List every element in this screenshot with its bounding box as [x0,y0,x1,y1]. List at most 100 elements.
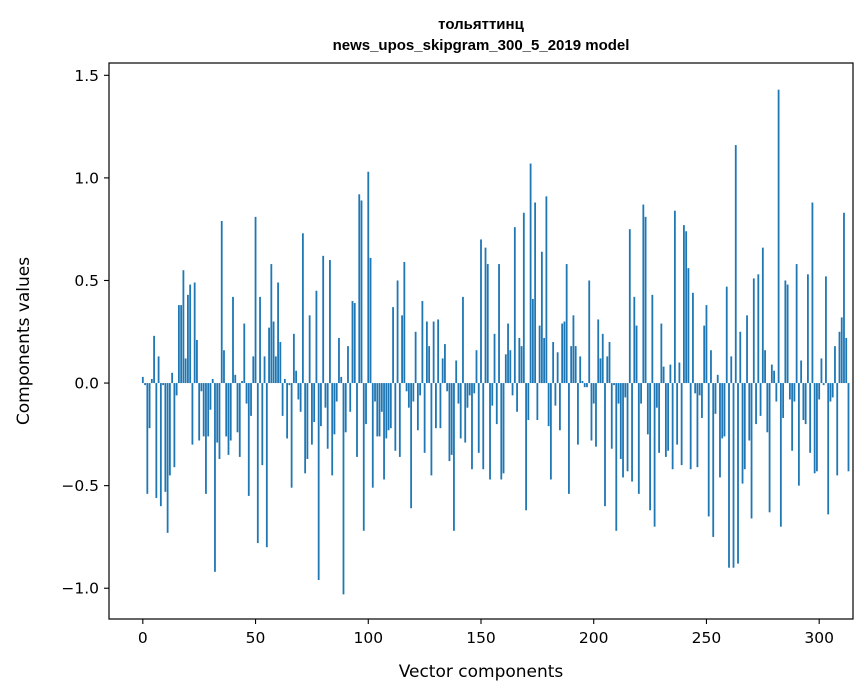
bar-280 [773,370,775,384]
bar-23 [193,282,196,384]
bar-61 [279,342,282,384]
bar-285 [784,280,787,384]
bar-12 [168,383,171,476]
bar-153 [486,264,489,384]
bar-231 [662,366,665,384]
bar-295 [807,274,809,384]
bar-135 [446,383,449,392]
bar-179 [545,196,548,384]
bar-53 [261,383,264,466]
bar-263 [734,145,737,384]
y-tick-label: −0.5 [61,477,99,495]
bar-119 [410,383,413,509]
bar-169 [522,212,525,384]
bar-200 [592,383,595,404]
bar-217 [631,383,633,482]
bar-133 [441,358,444,384]
bar-304 [827,383,830,515]
bar-281 [775,383,778,402]
bar-255 [716,374,719,384]
bar-36 [223,350,225,384]
bar-102 [371,383,374,488]
bar-177 [540,251,543,384]
bar-57 [270,264,273,384]
bar-277 [766,383,769,433]
bar-251 [707,383,710,517]
bar-66 [290,383,293,488]
bar-159 [500,383,503,480]
bar-173 [531,298,534,384]
bar-292 [800,360,803,384]
bar-194 [579,356,582,384]
bar-218 [633,296,636,384]
bar-14 [173,383,176,468]
x-axis-label: Vector components [399,662,564,682]
bar-62 [281,383,284,416]
bar-71 [301,233,304,384]
bar-65 [288,383,291,386]
bar-72 [304,383,307,474]
bar-7 [157,356,160,384]
bar-256 [719,383,721,478]
bar-83 [329,259,331,384]
bar-247 [698,383,701,396]
bar-209 [613,383,615,386]
bar-250 [705,305,708,384]
y-tick-label: −1.0 [61,580,99,598]
bar-183 [554,383,557,406]
bar-96 [358,194,361,384]
bar-254 [714,383,717,414]
bar-30 [209,383,212,410]
bar-69 [297,383,300,400]
bar-90 [344,383,347,433]
bar-45 [243,323,246,384]
bar-3 [148,383,151,429]
bar-308 [836,383,839,476]
bar-42 [236,383,239,433]
bar-293 [802,383,805,420]
bar-289 [793,383,796,402]
bar-39 [229,383,232,441]
bar-94 [353,303,356,384]
bar-148 [475,350,478,384]
bar-88 [340,376,343,384]
bar-28 [205,383,207,494]
bar-9 [162,383,165,386]
bar-215 [626,383,629,472]
bar-206 [606,356,609,384]
bar-33 [216,383,219,443]
bar-283 [779,383,782,527]
bar-197 [586,383,588,388]
bar-192 [574,346,577,384]
bar-311 [843,212,845,384]
bar-303 [825,276,827,384]
bar-98 [362,383,365,531]
bar-147 [473,383,476,394]
bar-11 [166,383,169,533]
bar-157 [495,383,498,425]
bar-171 [527,383,530,420]
bar-253 [712,383,715,537]
bar-79 [320,383,322,427]
bar-5 [153,335,155,384]
bar-18 [182,270,185,384]
bar-305 [829,383,832,402]
bar-105 [378,383,381,437]
bar-274 [759,383,762,416]
bar-284 [782,383,785,418]
bar-235 [671,383,674,470]
bar-121 [414,331,417,384]
bar-114 [398,383,401,457]
bar-226 [651,294,654,384]
bar-297 [811,202,814,384]
bar-92 [349,383,352,412]
bar-207 [608,342,611,384]
bar-190 [570,346,573,384]
bar-212 [619,383,622,459]
bar-166 [516,383,518,412]
bar-287 [788,383,791,400]
bar-115 [401,315,403,384]
bar-227 [653,383,656,527]
bar-132 [439,383,442,429]
bar-60 [277,282,279,384]
